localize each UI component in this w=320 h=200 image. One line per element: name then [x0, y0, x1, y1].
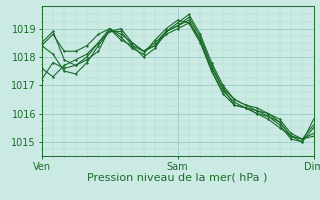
X-axis label: Pression niveau de la mer( hPa ): Pression niveau de la mer( hPa ): [87, 173, 268, 183]
